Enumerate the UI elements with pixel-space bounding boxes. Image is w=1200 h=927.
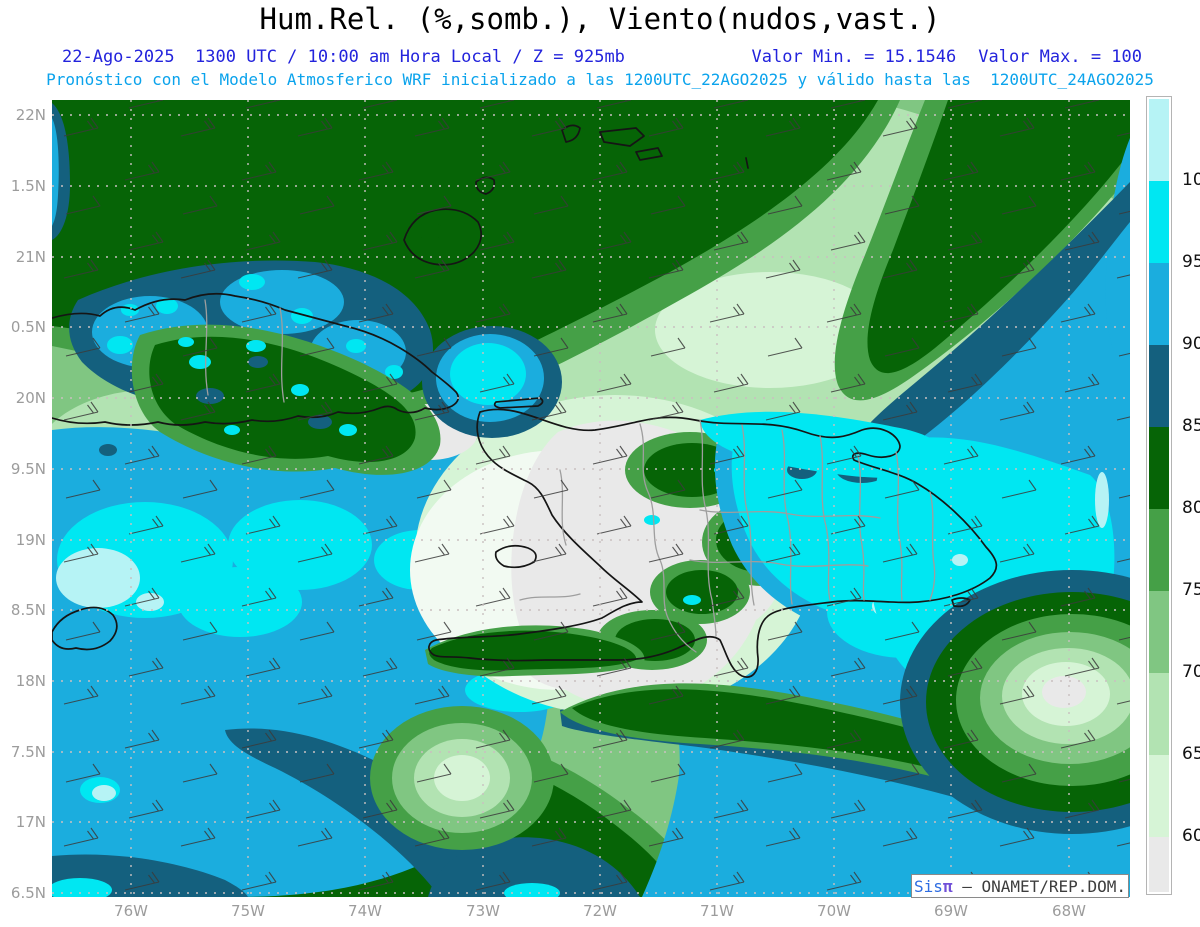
x-axis-label: 73W: [466, 902, 500, 920]
humidity-shading: [52, 100, 1130, 897]
colorbar-segment: [1149, 509, 1169, 591]
colorbar-segment: [1149, 263, 1169, 345]
logo-onamet-text: – ONAMET/REP.DOM.: [952, 876, 1126, 896]
colorbar-segment: [1149, 427, 1169, 509]
y-axis-label: 22N: [16, 106, 46, 124]
colorbar-tick-label: 80: [1182, 498, 1200, 518]
colorbar-segment: [1149, 99, 1169, 181]
x-axis-label: 72W: [583, 902, 617, 920]
colorbar-segment: [1149, 837, 1169, 892]
colorbar-tick-label: 75: [1182, 580, 1200, 600]
y-axis-label: 0.5N: [11, 318, 46, 336]
wind-barbs-overlay: [52, 100, 1130, 897]
forecast-datetime-line: 22-Ago-2025 1300 UTC / 10:00 am Hora Loc…: [62, 47, 1142, 67]
x-axis-label: 68W: [1052, 902, 1086, 920]
y-axis-label: 18N: [16, 672, 46, 690]
y-axis-label: 7.5N: [11, 743, 46, 761]
y-axis-label: 8.5N: [11, 601, 46, 619]
colorbar: [1146, 96, 1172, 895]
colorbar-tick-label: 100: [1182, 170, 1200, 190]
logo-pi-symbol: π: [942, 876, 953, 896]
y-axis-label: 19N: [16, 531, 46, 549]
logo-sis-text: Sis: [914, 876, 943, 896]
x-axis-label: 75W: [231, 902, 265, 920]
colorbar-segment: [1149, 345, 1169, 427]
colorbar-segment: [1149, 591, 1169, 673]
x-axis-label: 69W: [934, 902, 968, 920]
x-axis-label: 71W: [700, 902, 734, 920]
colorbar-tick-label: 60: [1182, 826, 1200, 846]
y-axis-label: 9.5N: [11, 460, 46, 478]
x-axis-label: 76W: [114, 902, 148, 920]
y-axis-label: 20N: [16, 389, 46, 407]
colorbar-tick-label: 90: [1182, 334, 1200, 354]
y-axis: 22N 1.5N 21N 0.5N 20N 9.5N 19N 8.5N 18N …: [11, 106, 46, 902]
y-axis-label: 21N: [16, 248, 46, 266]
y-axis-label: 6.5N: [11, 884, 46, 902]
sispi-onamet-logo: Sis π – ONAMET/REP.DOM.: [911, 874, 1129, 898]
y-axis-label: 1.5N: [11, 177, 46, 195]
colorbar-tick-label: 70: [1182, 662, 1200, 682]
colorbar-tick-label: 65: [1182, 744, 1200, 764]
colorbar-segment: [1149, 181, 1169, 263]
colorbar-segment: [1149, 755, 1169, 837]
value-max-label: Valor Max. = 100: [978, 47, 1142, 67]
value-min-label: Valor Min. = 15.1546: [751, 47, 957, 67]
colorbar-segment: [1149, 673, 1169, 755]
x-axis: 76W 75W 74W 73W 72W 71W 70W 69W 68W: [114, 902, 1086, 920]
valid-time-label: 22-Ago-2025 1300 UTC / 10:00 am Hora Loc…: [62, 47, 625, 67]
x-axis-label: 70W: [817, 902, 851, 920]
colorbar-tick-label: 85: [1182, 416, 1200, 436]
page-title: Hum.Rel. (%,somb.), Viento(nudos,vast.): [259, 2, 941, 36]
y-axis-label: 17N: [16, 813, 46, 831]
model-info-line: Pronóstico con el Modelo Atmosferico WRF…: [46, 70, 1154, 89]
x-axis-label: 74W: [348, 902, 382, 920]
colorbar-tick-label: 95: [1182, 252, 1200, 272]
